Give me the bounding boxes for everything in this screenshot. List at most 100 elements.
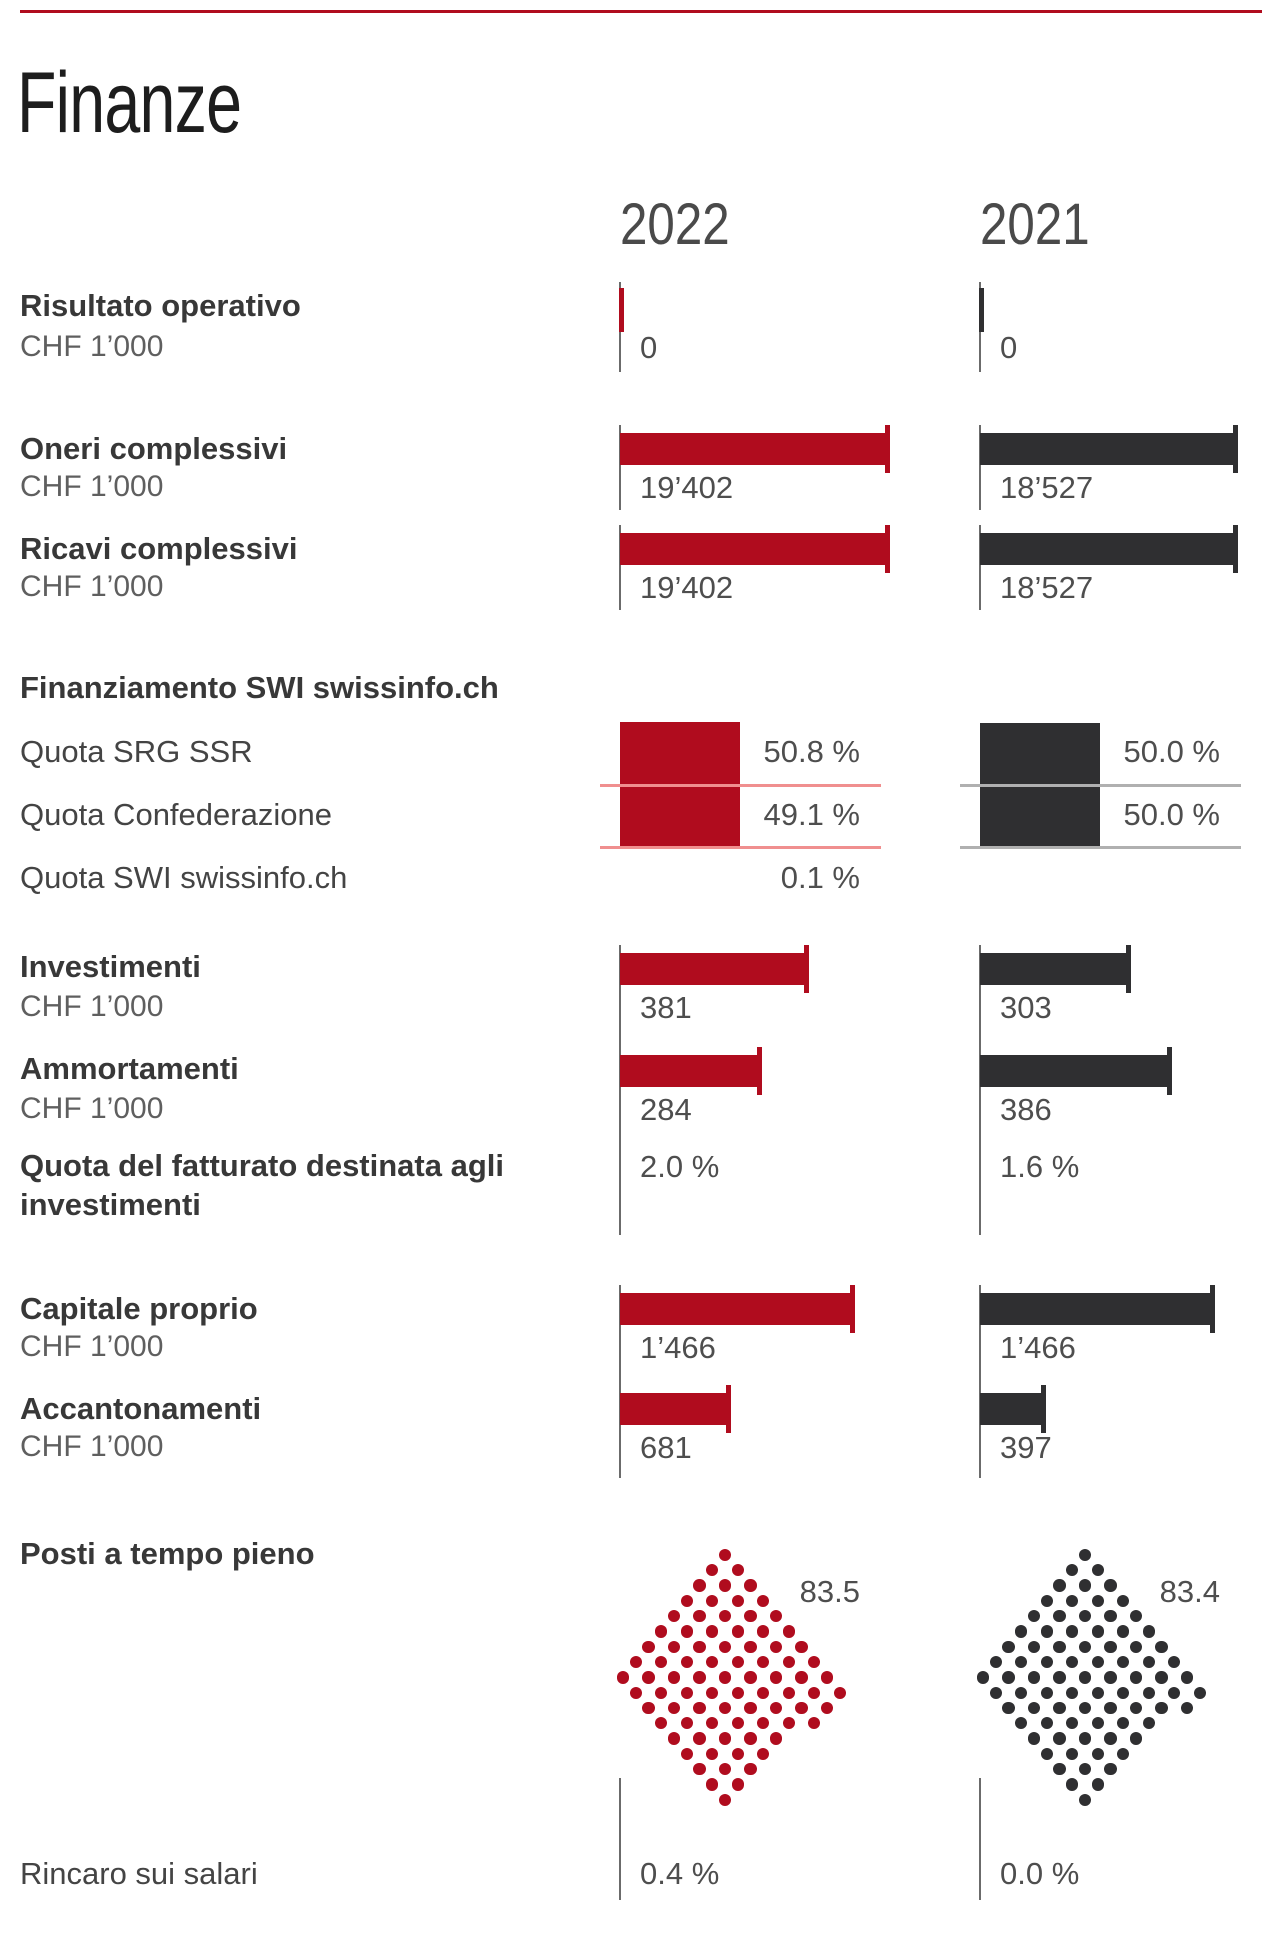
fte-dot-2022 [833, 1686, 846, 1699]
fte-dot-2022 [667, 1671, 681, 1684]
fte-dot-2021 [1015, 1655, 1028, 1669]
fte-dot-2022 [667, 1701, 681, 1715]
fte-dot-2021 [1104, 1701, 1117, 1715]
value-risultato-2021: 0 [1000, 330, 1018, 365]
fte-dot-2021 [1078, 1610, 1092, 1623]
bar-oneri-complessivi-2021 [980, 433, 1235, 465]
fte-dot-2021 [976, 1671, 990, 1684]
fte-dot-2021 [1091, 1564, 1104, 1577]
fte-dot-2022 [680, 1655, 693, 1669]
fte-dot-2021 [1053, 1610, 1066, 1623]
fte-dot-2021 [1104, 1610, 1117, 1623]
bar-risultato-operativo-2022 [619, 288, 624, 332]
fte-dot-2022 [706, 1747, 719, 1761]
fte-dot-2021 [1155, 1671, 1168, 1684]
metric-unit-capitale-proprio: CHF 1’000 [20, 1330, 164, 1363]
quota-label-swi-swissinfo: Quota SWI swissinfo.ch [20, 860, 348, 895]
value-investimenti-2021: 303 [1000, 990, 1052, 1025]
bar-cap-investimenti-2022 [804, 945, 809, 993]
quota-divider-2-2022 [600, 846, 881, 849]
fte-dot-2021 [1066, 1747, 1079, 1761]
fte-dot-2022 [642, 1671, 655, 1684]
fte-dot-2021 [1053, 1671, 1066, 1684]
fte-dot-2021 [1091, 1778, 1104, 1791]
bar-cap-ricavi-complessivi-2021 [1233, 525, 1238, 573]
fte-dot-2022 [795, 1671, 808, 1684]
bar-capitale-proprio-2022 [620, 1293, 852, 1325]
quota-value-confederazione-2022: 49.1 % [763, 797, 860, 832]
quota-block-srg-2021 [980, 723, 1100, 784]
fte-dot-2021 [1117, 1717, 1130, 1730]
bar-accantonamenti-2021 [980, 1393, 1043, 1425]
fte-dot-2022 [693, 1579, 706, 1592]
value-fte-2021: 83.4 [1159, 1574, 1220, 1609]
fte-dot-2021 [1002, 1671, 1015, 1684]
axis-2022-seg2 [619, 525, 621, 610]
fte-dot-2022 [820, 1671, 834, 1684]
fte-dot-2022 [655, 1625, 668, 1638]
fte-dot-2022 [731, 1747, 744, 1761]
value-risultato-2022: 0 [640, 330, 658, 365]
fte-dot-2021 [1078, 1671, 1092, 1684]
fte-dot-2022 [693, 1732, 706, 1745]
fte-dot-2021 [1129, 1701, 1143, 1715]
fte-dot-2022 [706, 1686, 719, 1699]
fte-dot-2021 [1053, 1701, 1066, 1715]
bar-cap-oneri-complessivi-2022 [885, 425, 890, 473]
fte-dot-2022 [731, 1564, 744, 1577]
fte-dot-2021 [1015, 1717, 1028, 1730]
bar-cap-accantonamenti-2021 [1041, 1385, 1046, 1433]
quota-value-srg-2022: 50.8 % [763, 734, 860, 769]
fte-dot-2022 [642, 1701, 655, 1715]
fte-dot-2021 [1040, 1717, 1053, 1730]
fte-dot-2021 [1027, 1732, 1041, 1745]
fte-dot-2022 [731, 1717, 744, 1730]
fte-dot-2022 [782, 1686, 795, 1699]
fte-dot-2021 [1078, 1548, 1092, 1562]
axis-2021-seg3 [979, 945, 981, 1235]
bar-risultato-operativo-2021 [979, 288, 984, 332]
fte-dot-2022 [667, 1610, 681, 1623]
fte-dot-2022 [808, 1717, 821, 1730]
fte-dot-2021 [1040, 1625, 1053, 1638]
fte-dot-2021 [1129, 1610, 1143, 1623]
value-ammortamenti-2021: 386 [1000, 1092, 1052, 1127]
value-accantonamenti-2021: 397 [1000, 1430, 1052, 1465]
metric-label-ammortamenti: Ammortamenti [20, 1051, 239, 1086]
bar-cap-ammortamenti-2021 [1167, 1047, 1172, 1095]
fte-dot-2022 [718, 1793, 732, 1806]
fte-dot-2021 [1002, 1701, 1015, 1715]
fte-dot-2022 [820, 1701, 834, 1715]
fte-dot-2022 [769, 1640, 783, 1653]
fte-dot-2021 [1142, 1655, 1155, 1669]
fte-dot-2021 [1078, 1793, 1092, 1806]
bar-cap-investimenti-2021 [1126, 945, 1131, 993]
fte-dot-2022 [680, 1594, 693, 1608]
fte-dot-2022 [782, 1625, 795, 1638]
fte-dot-2022 [744, 1763, 757, 1776]
fte-dot-2021 [1129, 1671, 1143, 1684]
fte-dot-2022 [757, 1686, 770, 1699]
metric-label-oneri-complessivi: Oneri complessivi [20, 431, 288, 466]
bar-ricavi-complessivi-2022 [620, 533, 887, 565]
fte-dot-2022 [795, 1701, 808, 1715]
fte-dot-2021 [1078, 1579, 1092, 1592]
fte-dot-2021 [1015, 1625, 1028, 1638]
fte-dot-2021 [1155, 1701, 1168, 1715]
page-title: Finanze [17, 55, 242, 151]
fte-dot-2022 [718, 1763, 732, 1776]
metric-unit-risultato-operativo: CHF 1’000 [20, 330, 164, 363]
fte-dot-2021 [989, 1686, 1002, 1699]
bar-investimenti-2022 [620, 953, 806, 985]
fte-dot-2021 [1104, 1732, 1117, 1745]
quota-label-confederazione: Quota Confederazione [20, 797, 332, 832]
fte-dot-2022 [706, 1625, 719, 1638]
fte-dot-2022 [706, 1717, 719, 1730]
fte-dot-2021 [1053, 1640, 1066, 1653]
fte-dot-2022 [616, 1671, 630, 1684]
fte-dot-2022 [693, 1640, 706, 1653]
bar-capitale-proprio-2021 [980, 1293, 1212, 1325]
fte-dot-2022 [718, 1579, 732, 1592]
quota-value-srg-2021: 50.0 % [1123, 734, 1220, 769]
